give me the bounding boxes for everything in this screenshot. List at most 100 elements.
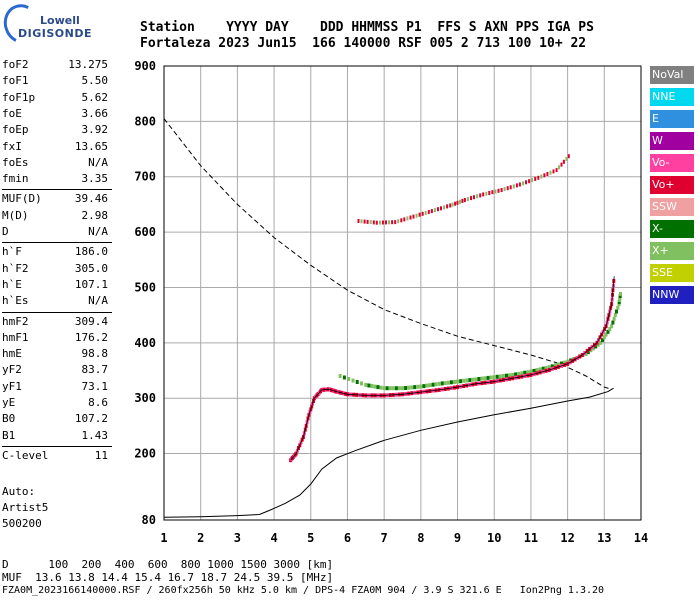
param-row-b0: B0 107.2: [2, 412, 110, 428]
param-value: 2.98: [81, 208, 109, 222]
param-value: 186.0: [74, 245, 108, 259]
param-key: yF2: [2, 363, 22, 377]
x-trace-mark: [440, 381, 444, 386]
multi-hop-trace-mark: [369, 220, 372, 225]
x-trace-mark: [529, 369, 533, 374]
x-trace-mark: [422, 384, 426, 389]
x-trace-mark: [553, 363, 557, 368]
muf-row: MUF 13.6 13.8 14.4 15.4 16.7 18.7 24.5 3…: [2, 571, 334, 584]
y-tick-label: 300: [134, 391, 156, 405]
multi-hop-trace-mark: [534, 176, 537, 181]
param-value: 98.8: [81, 347, 109, 361]
param-row-foe: foE 3.66: [2, 107, 110, 123]
multi-hop-trace-mark: [406, 216, 409, 221]
param-row-fxi: fxI 13.65: [2, 140, 110, 156]
x-tick-label: 3: [234, 531, 241, 545]
param-value: 39.46: [74, 192, 108, 206]
multi-hop-trace-mark: [500, 188, 503, 192]
x-trace-mark: [560, 361, 563, 366]
distance-row: D 100 200 400 600 800 1000 1500 3000 [km…: [2, 558, 334, 571]
x-trace-mark: [446, 380, 450, 385]
x-trace-mark: [615, 309, 618, 314]
multi-hop-trace-mark: [427, 210, 430, 214]
param-value: N/A: [88, 225, 108, 238]
auto-program: Artist5: [2, 501, 49, 514]
param-row-h-e: h`E 107.1: [2, 278, 110, 294]
legend-item-w: W: [650, 132, 694, 150]
x-trace-mark: [498, 374, 502, 379]
multi-hop-trace-mark: [451, 202, 454, 207]
param-key: fmin: [2, 172, 29, 186]
legend-item-x-: X+: [650, 242, 694, 260]
multi-hop-trace-mark: [461, 198, 464, 203]
x-trace-mark: [613, 313, 617, 318]
legend-item-vo-: Vo-: [650, 154, 694, 172]
x-trace-mark: [523, 370, 527, 375]
x-trace-mark: [601, 338, 604, 343]
param-value: 8.6: [88, 396, 108, 409]
multi-hop-trace-mark: [546, 172, 549, 176]
multi-hop-trace-mark: [562, 159, 565, 164]
param-row-fof1p: foF1p 5.62: [2, 91, 110, 107]
param-value: 309.4: [74, 314, 108, 328]
x-trace-mark: [563, 360, 567, 365]
multi-hop-trace-mark: [385, 220, 387, 225]
legend-item-e: E: [650, 110, 694, 128]
x-trace-mark: [520, 371, 524, 376]
param-key: M(D): [2, 208, 29, 222]
x-trace-mark: [606, 329, 610, 334]
param-row-fof1: foF1 5.50: [2, 74, 110, 90]
param-value: 73.1: [81, 379, 109, 393]
param-key: hmF2: [2, 314, 29, 328]
multi-hop-trace-mark: [552, 169, 555, 174]
multi-hop-trace-mark: [363, 219, 366, 224]
x-tick-label: 8: [417, 531, 424, 545]
x-trace-mark: [367, 383, 371, 388]
multi-hop-trace-mark: [543, 173, 546, 178]
multi-hop-trace-mark: [409, 215, 412, 220]
multi-hop-trace-mark: [491, 190, 494, 195]
param-key: h`E: [2, 277, 22, 291]
x-trace-mark: [489, 375, 493, 380]
muf-table: D 100 200 400 600 800 1000 1500 3000 [km…: [2, 558, 333, 584]
param-value: 5.62: [81, 90, 109, 104]
param-row-foes: foEs N/A: [2, 156, 110, 172]
y-tick-label: 600: [134, 225, 156, 239]
x-tick-label: 6: [344, 531, 351, 545]
x-tick-label: 9: [454, 531, 461, 545]
multi-hop-trace-mark: [509, 185, 512, 190]
multi-hop-trace-mark: [360, 219, 363, 224]
multi-hop-trace-mark: [433, 208, 436, 213]
auto-version: 500200: [2, 517, 42, 530]
plot-frame: [163, 65, 642, 521]
header-line-2: Fortaleza 2023 Jun15 166 140000 RSF 005 …: [140, 36, 587, 51]
x-trace-mark: [492, 375, 496, 380]
param-row-fmin: fmin 3.35: [2, 172, 110, 188]
multi-hop-trace-mark: [415, 213, 418, 218]
x-trace-mark: [360, 381, 363, 386]
x-trace-mark: [355, 380, 359, 384]
param-value: 5.50: [81, 74, 109, 88]
multi-hop-trace-mark: [421, 211, 424, 216]
x-trace-mark: [556, 362, 560, 367]
legend-item-ssw: SSW: [650, 198, 694, 216]
x-trace-mark: [443, 381, 447, 386]
x-trace-mark: [547, 365, 551, 370]
true-height-profile-line: [163, 387, 614, 518]
x-trace-mark: [437, 381, 441, 386]
multi-hop-trace-mark: [479, 193, 482, 198]
legend-item-x-: X-: [650, 220, 694, 238]
multi-hop-trace-mark: [412, 214, 415, 219]
x-trace-mark: [541, 366, 545, 371]
param-key: h`F2: [2, 261, 29, 275]
x-tick-label: 11: [524, 531, 538, 545]
x-trace-mark: [471, 377, 475, 382]
multi-hop-trace-mark: [391, 220, 394, 225]
param-separator: [2, 445, 112, 447]
param-row-m-d-: M(D) 2.98: [2, 209, 110, 225]
multi-hop-trace-mark: [485, 191, 488, 196]
multi-hop-trace-mark: [394, 220, 397, 225]
multi-hop-trace-mark: [518, 182, 521, 187]
multi-hop-trace-mark: [375, 220, 378, 225]
x-trace-mark: [425, 383, 429, 388]
